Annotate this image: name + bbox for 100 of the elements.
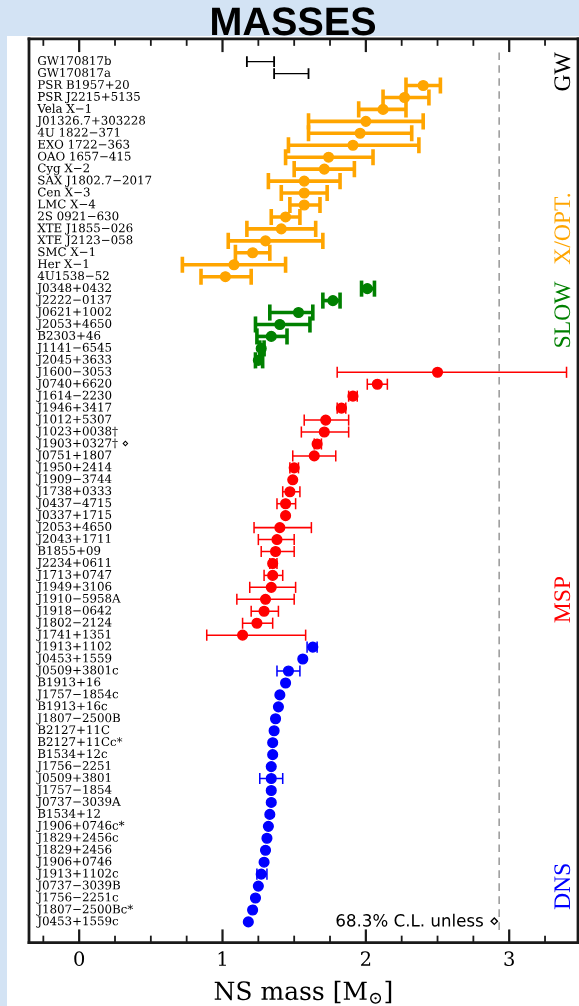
point (284, 486, 296, 498)
y-tick-label: J0337+1715 (36, 510, 112, 522)
point (265, 796, 277, 808)
y-tick-label: J1757−1854 (36, 784, 112, 797)
y-tick-label: J0453+1559 (36, 653, 112, 665)
y-tick-label: J2222−0137 (36, 295, 112, 307)
y-tick-label: J1906+0746 (36, 856, 112, 868)
point (269, 713, 282, 725)
y-tick-label: J1802−2124 (36, 617, 112, 629)
point (267, 737, 279, 749)
point (274, 689, 286, 701)
point (298, 187, 310, 199)
y-tick-label: PSR B1957+20 (37, 80, 129, 89)
y-tick-label: J1713+0747 (36, 569, 112, 582)
point (258, 605, 270, 617)
y-tick-label: Her X−1 (37, 259, 89, 269)
y-tick-label: J1012+5307 (36, 414, 112, 426)
y-tick-label: GW170817b (38, 55, 111, 66)
text: GW (554, 52, 571, 91)
y-tick-label: LMC X−4 (37, 199, 96, 209)
point (249, 892, 262, 904)
point (271, 534, 283, 546)
y-tick-label: XTE J1855−026 (37, 223, 133, 235)
text: X/OPT. (554, 193, 571, 265)
y-tick-label: J1829+2456 (36, 844, 112, 856)
point (360, 115, 372, 127)
point (280, 498, 292, 510)
y-tick-label: Cyg X−2 (38, 163, 89, 175)
point (280, 211, 292, 223)
y-tick-label: B1913+16c (37, 701, 108, 711)
point (323, 151, 335, 163)
y-tick-label: J1910−5958A (36, 593, 121, 606)
y-tick-label: B1855+09 (37, 546, 101, 555)
point (417, 79, 429, 92)
y-tick-label: J0348+0432 (36, 283, 111, 295)
x-axis-title: NS mass [M$_{⊙}$] (214, 980, 392, 1004)
point (265, 330, 277, 342)
point (377, 103, 389, 115)
point (265, 581, 277, 593)
point (354, 127, 366, 139)
point (265, 784, 277, 797)
y-tick-label: J01326.7+303228 (36, 115, 146, 128)
point (219, 271, 231, 283)
y-tick-label: J1738+0333 (36, 486, 112, 498)
point (308, 450, 320, 462)
y-tick-label: J0751+1807 (36, 450, 112, 462)
point (272, 701, 284, 713)
x-tick-label: 3 (504, 951, 514, 966)
point (258, 856, 270, 868)
y-tick-label: Vela X−1 (37, 103, 91, 113)
y-tick-label: J0737−3039A (36, 796, 121, 809)
point (228, 259, 240, 271)
point (292, 306, 305, 319)
y-tick-label: 4U 1822−371 (37, 127, 120, 137)
point (327, 295, 339, 307)
point (431, 366, 444, 378)
y-tick-label: J1023+0038† (36, 426, 118, 438)
y-tick-label: J0509+3801c (36, 665, 119, 677)
point (298, 175, 310, 187)
x-tick-label: 1 (218, 951, 226, 966)
text: SLOW (554, 281, 571, 347)
point (280, 510, 292, 522)
y-tick-label: J2045+3633 (36, 354, 112, 367)
y-tick-label: B2127+11Cc* (37, 737, 123, 747)
point (242, 916, 254, 928)
point (275, 223, 287, 235)
y-tick-label: SAX J1802.7−2017 (38, 175, 152, 187)
point (259, 235, 272, 247)
y-tick-label: B1534+12 (37, 808, 100, 818)
y-tick-label: B1534+12c (37, 749, 108, 759)
y-tick-label: J1918−0642 (36, 605, 111, 617)
y-tick-label: J1756−2251c (36, 892, 119, 904)
point (247, 247, 259, 259)
point (280, 677, 292, 689)
point (298, 199, 310, 211)
point (274, 318, 286, 331)
y-tick-label: J1950+2414 (36, 462, 112, 474)
y-tick-label: J1807−2500B (36, 713, 120, 725)
point (297, 653, 309, 665)
text: MSP (554, 576, 571, 623)
point (318, 426, 330, 438)
point (262, 820, 274, 832)
y-tick-label: B1913+16 (37, 677, 101, 687)
y-tick-label: XTE J2123−058 (37, 235, 133, 247)
x-tick-label: 0 (74, 951, 85, 966)
y-tick-label: J1757−1854c (36, 689, 119, 701)
y-tick-label: J1913+1102 (36, 641, 111, 653)
y-tick-label: J1949+3106 (36, 581, 112, 594)
y-tick-label: PSR J2215+5135 (37, 91, 140, 104)
y-tick-label: SMC X−1 (38, 247, 95, 257)
y-tick-label: EXO 1722−363 (37, 139, 130, 149)
y-tick-label: J0437−4715 (36, 498, 112, 510)
point (267, 569, 279, 581)
point (267, 749, 279, 761)
y-tick-label: GW170817a (38, 68, 111, 77)
y-tick-label: J0509+3801 (36, 773, 111, 785)
chart-title: MASSES (212, 7, 376, 36)
point (320, 414, 332, 426)
y-tick-label: J0453+1559c (36, 916, 119, 928)
y-tick-label: J1756−2251 (36, 761, 111, 773)
